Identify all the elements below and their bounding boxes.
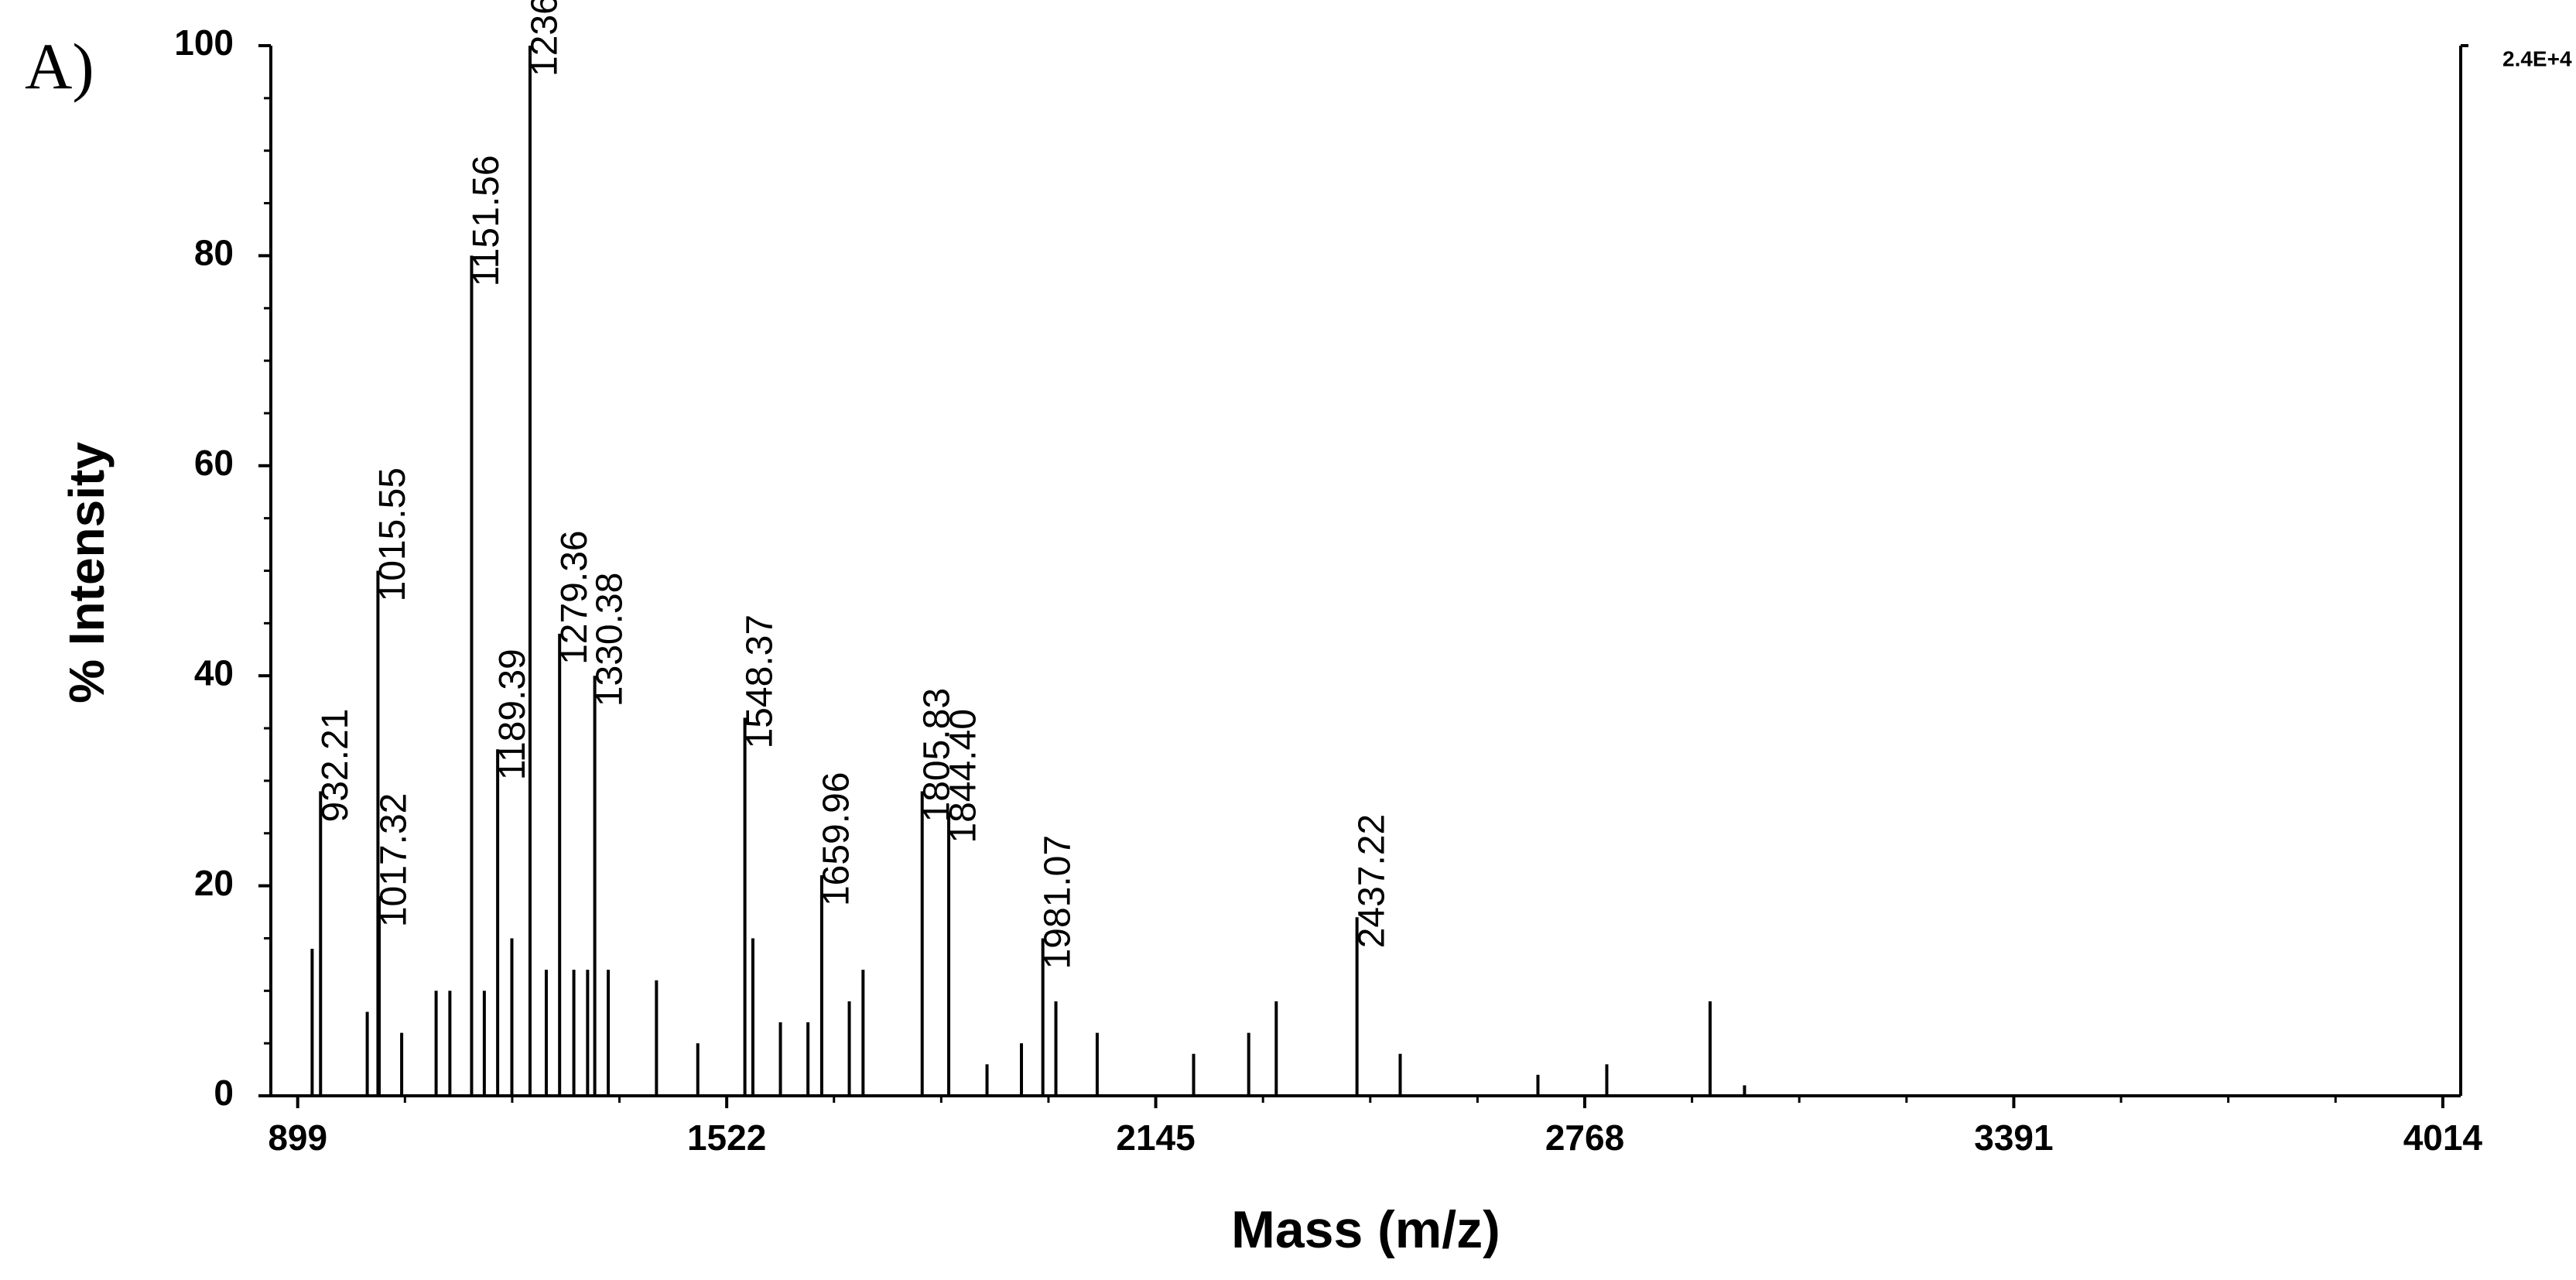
x-axis-title: Mass (m/z): [1231, 1200, 1500, 1259]
peak-label: 1015.55: [372, 467, 413, 602]
peak-label: 932.21: [315, 709, 356, 823]
peak-label: 2437.22: [1351, 814, 1392, 949]
peak-label: 1659.96: [816, 772, 857, 907]
panel-label: A): [25, 31, 94, 104]
y-tick-label: 20: [194, 863, 234, 903]
peak-label: 1279.36: [554, 530, 595, 665]
y-tick-label: 60: [194, 443, 234, 483]
x-tick-label: 899: [268, 1117, 327, 1158]
x-tick-label: 3391: [1974, 1117, 2053, 1158]
peak-label: 1548.37: [739, 614, 780, 749]
y-tick-label: 100: [174, 22, 234, 63]
x-tick-label: 2768: [1545, 1117, 1624, 1158]
peak-label: 1236.38: [525, 0, 566, 77]
x-tick-label: 4014: [2403, 1117, 2483, 1158]
peak-label: 1151.56: [466, 155, 507, 286]
peak-label: 1189.39: [492, 649, 533, 780]
peak-label: 1981.07: [1037, 835, 1078, 970]
x-tick-label: 1522: [687, 1117, 766, 1158]
x-tick-label: 2145: [1116, 1117, 1195, 1158]
y-tick-label: 0: [214, 1073, 234, 1113]
peak-label: 1805.83: [916, 688, 957, 823]
y2-tick-label: 2.4E+4: [2502, 46, 2572, 70]
peak-label: 1844.40: [943, 709, 984, 844]
peak-label: 1017.32: [374, 793, 415, 928]
y-tick-label: 80: [194, 233, 234, 273]
peak-label: 1330.38: [589, 573, 630, 707]
y-axis-title: % Intensity: [59, 442, 115, 703]
y-tick-label: 40: [194, 652, 234, 693]
